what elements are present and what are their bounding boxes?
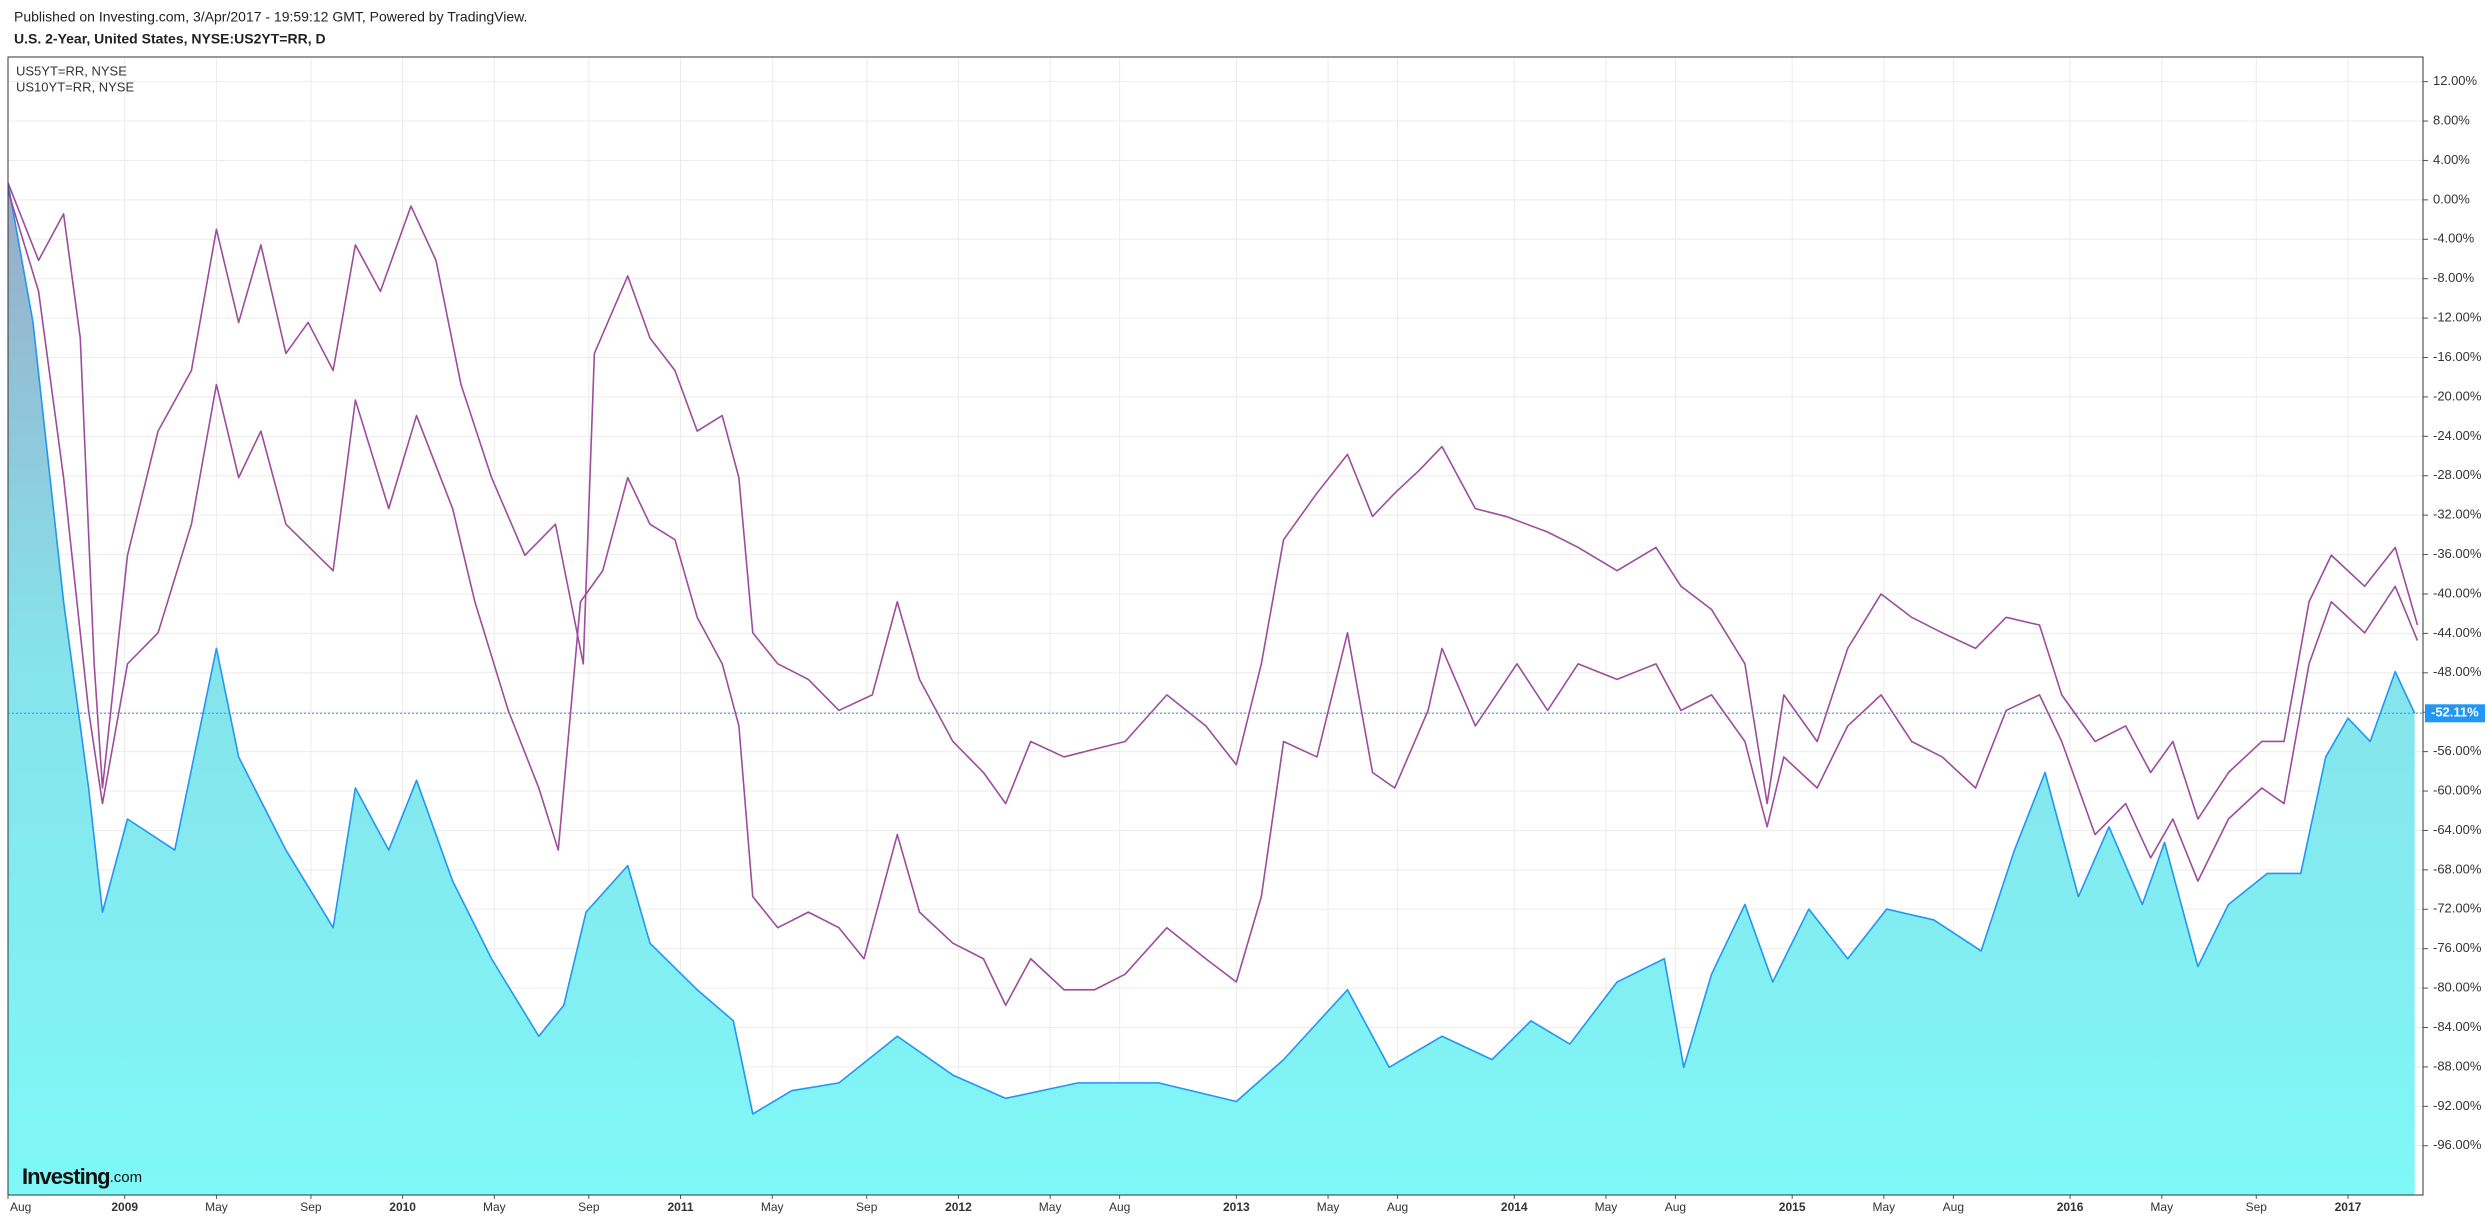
x-tick-label: Aug [1665, 1200, 1686, 1214]
y-tick-label: -20.00% [2433, 388, 2482, 403]
x-tick-label: 2013 [1223, 1200, 1250, 1214]
plot-border [7, 56, 2424, 1196]
y-tick-label: -92.00% [2433, 1098, 2482, 1113]
y-tick-label: -60.00% [2433, 782, 2482, 797]
y-tick-label: -16.00% [2433, 349, 2482, 364]
price-label: -52.11% [2431, 705, 2479, 720]
x-tick-label: 2009 [111, 1200, 138, 1214]
x-tick-label: Sep [856, 1200, 878, 1214]
area [8, 182, 2415, 1195]
x-tick-label: Aug [10, 1200, 31, 1214]
chart-title: U.S. 2-Year, United States, NYSE:US2YT=R… [14, 31, 326, 47]
line [8, 182, 2419, 820]
y-tick-label: -12.00% [2433, 310, 2482, 325]
y-tick-label: -44.00% [2433, 625, 2482, 640]
y-tick-label: -68.00% [2433, 861, 2482, 876]
x-tick-label: Aug [1109, 1200, 1130, 1214]
x-tick-label: May [483, 1200, 506, 1214]
y-tick-label: -28.00% [2433, 467, 2482, 482]
y-tick-label: -96.00% [2433, 1137, 2482, 1152]
legend-entry: US5YT=RR, NYSE [16, 63, 127, 78]
x-tick-label: May [205, 1200, 228, 1214]
logo-suffix: .com [110, 1169, 143, 1186]
y-tick-label: 12.00% [2433, 73, 2478, 88]
x-tick-label: 2014 [1501, 1200, 1528, 1214]
y-tick-label: -80.00% [2433, 980, 2482, 995]
x-tick-label: Aug [1387, 1200, 1408, 1214]
logo: Investing.com [22, 1164, 142, 1189]
y-tick-label: -48.00% [2433, 664, 2482, 679]
x-tick-label: May [1873, 1200, 1896, 1214]
x-tick-label: 2011 [668, 1200, 694, 1214]
y-tick-label: -36.00% [2433, 546, 2482, 561]
y-tick-label: -56.00% [2433, 743, 2482, 758]
y-tick-label: -24.00% [2433, 428, 2482, 443]
source-note: Published on Investing.com, 3/Apr/2017 -… [14, 9, 527, 25]
axes: 12.00% 8.00% 4.00% 0.00% -4.00% -8.00% -12.00%… [7, 73, 2482, 1214]
x-tick-label: Aug [1943, 1200, 1964, 1214]
y-tick-label: 0.00% [2433, 191, 2470, 206]
line [8, 182, 2416, 1115]
y-tick-label: -8.00% [2433, 270, 2475, 285]
x-tick-label: May [761, 1200, 784, 1214]
legend-entry: US10YT=RR, NYSE [16, 79, 134, 94]
y-tick-label: -76.00% [2433, 940, 2482, 955]
x-tick-label: May [1317, 1200, 1340, 1214]
y-tick-label: -88.00% [2433, 1058, 2482, 1073]
logo-main: Investing [22, 1164, 110, 1189]
y-tick-label: 8.00% [2433, 112, 2470, 127]
plot-area [8, 182, 2419, 1195]
y-tick-label: -84.00% [2433, 1019, 2482, 1034]
x-tick-label: 2015 [1779, 1200, 1806, 1214]
y-tick-label: -40.00% [2433, 585, 2482, 600]
y-tick-label: -72.00% [2433, 901, 2482, 916]
y-tick-label: -64.00% [2433, 822, 2482, 837]
x-tick-label: 2012 [945, 1200, 972, 1214]
x-tick-label: Sep [2246, 1200, 2268, 1214]
x-tick-label: 2017 [2335, 1200, 2362, 1214]
price-label-box [2425, 704, 2485, 723]
x-tick-label: May [1039, 1200, 1062, 1214]
x-tick-label: Sep [300, 1200, 322, 1214]
x-tick-label: 2016 [2057, 1200, 2084, 1214]
x-tick-label: May [2150, 1200, 2173, 1214]
x-tick-label: May [1595, 1200, 1618, 1214]
y-tick-label: -4.00% [2433, 231, 2475, 246]
x-tick-label: 2010 [389, 1200, 416, 1214]
line [8, 190, 2419, 1007]
y-tick-label: -32.00% [2433, 507, 2482, 522]
y-tick-label: 4.00% [2433, 152, 2470, 167]
x-tick-label: Sep [578, 1200, 600, 1214]
